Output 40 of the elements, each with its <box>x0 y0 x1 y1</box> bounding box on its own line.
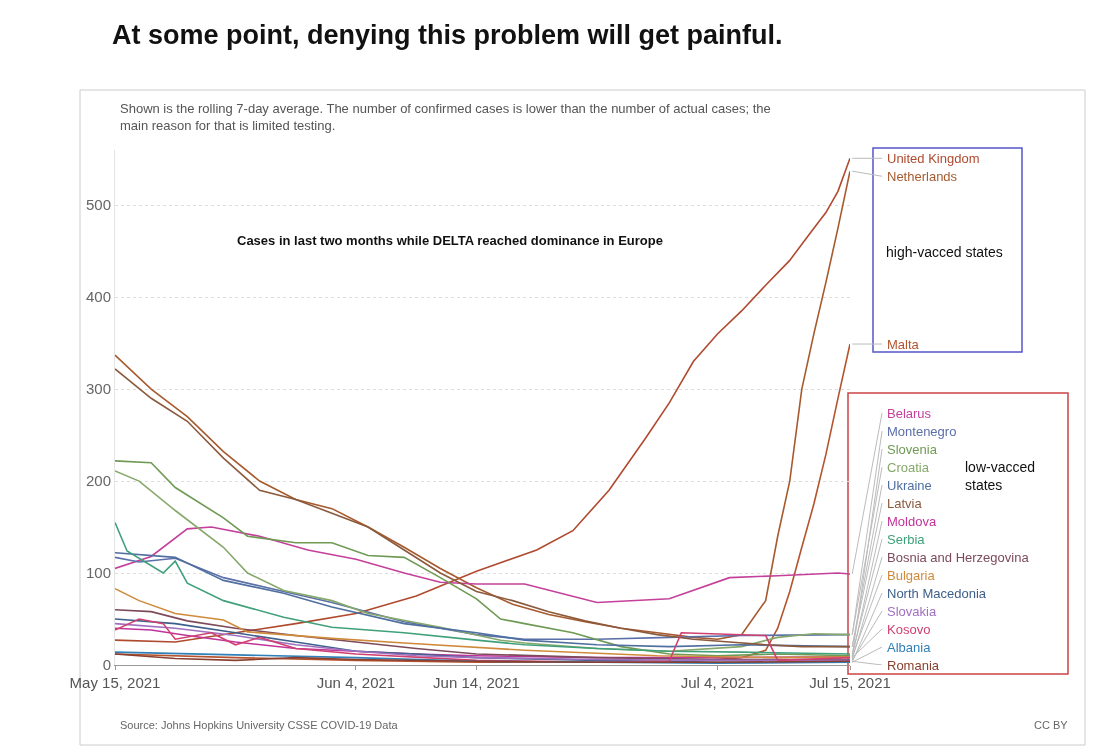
chart-subtitle: Shown is the rolling 7-day average. The number of confirmed cases is lower than the number of actual cases; the main reason for that is limited testing. <box>120 101 771 133</box>
text: CC BY <box>1034 719 1069 731</box>
line-series <box>115 587 850 659</box>
text: Malta <box>887 337 920 352</box>
text: Kosovo <box>887 622 931 637</box>
text: Ukraine <box>887 478 932 493</box>
y-tick-label: 500 <box>85 196 111 214</box>
text: Croatia <box>887 460 930 475</box>
text: high-vacced states <box>886 244 1003 260</box>
text: Bosnia and Herzegovina <box>887 550 1030 565</box>
annotation: Cases in last two months while DELTA reached dominance in Europe <box>237 233 663 248</box>
text: Moldova <box>887 514 937 529</box>
text: low-vacced states <box>965 459 1036 494</box>
x-tick-label: Jul 4, 2021 <box>680 674 755 691</box>
text: Slovakia <box>887 604 937 619</box>
text: Albania <box>887 640 932 655</box>
source-note: Source: Johns Hopkins University CSSE COVID-19 Data <box>120 719 399 731</box>
y-tick-label: 200 <box>85 472 111 490</box>
x-tick-label: Jul 15, 2021 <box>809 674 891 691</box>
y-tick-label: 400 <box>85 288 111 306</box>
x-tick-label: Jun 14, 2021 <box>433 674 520 691</box>
text: Latvia <box>887 496 923 511</box>
x-tick-label: Jun 4, 2021 <box>316 674 396 691</box>
text: Belarus <box>887 406 932 421</box>
text: Serbia <box>887 532 926 547</box>
text: Slovenia <box>887 442 938 457</box>
x-tick-label: May 15, 2021 <box>69 674 161 691</box>
text: North Macedonia <box>887 586 987 601</box>
y-tick-label: 0 <box>102 656 111 674</box>
line-series <box>115 526 850 604</box>
text: United Kingdom <box>887 151 980 166</box>
line-series <box>115 609 850 661</box>
line-series <box>115 521 850 655</box>
text: Romania <box>887 658 940 673</box>
text: Bulgaria <box>887 568 936 583</box>
y-tick-label: 100 <box>85 564 111 582</box>
y-tick-label: 300 <box>85 380 111 398</box>
text: Montenegro <box>887 424 957 439</box>
text: Netherlands <box>887 169 958 184</box>
chart-title: At some point, denying this problem will get painful. <box>112 20 783 50</box>
